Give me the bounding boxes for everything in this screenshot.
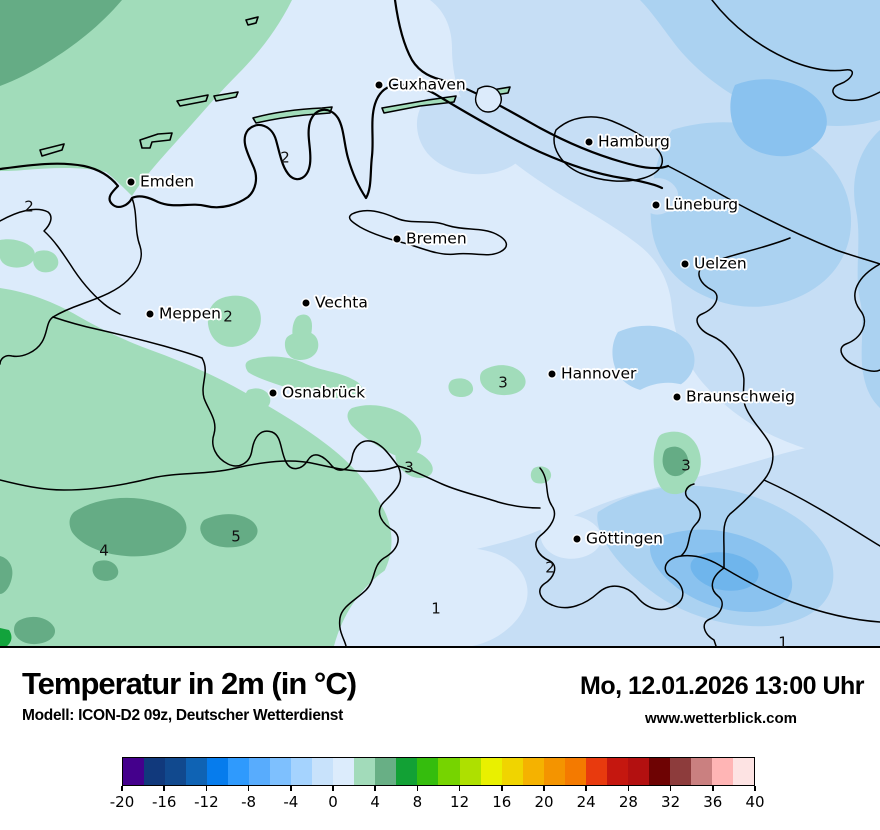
colorbar-segment [522,758,544,785]
colorbar-segment [186,758,208,785]
colorbar-segment [669,758,691,785]
map-title: Temperatur in 2m (in °C) [22,666,357,701]
colorbar-ticklabel: 40 [745,793,765,811]
colorbar-tickmark [205,786,208,791]
colorbar-tickmark [585,786,587,791]
model-info: Modell: ICON-D2 09z, Deutscher Wetterdie… [22,707,343,724]
colorbar-segment [564,758,586,785]
colorbar-segment [585,758,607,785]
colorbar-ticklabel: 4 [370,793,380,811]
forecast-datetime: Mo, 12.01.2026 13:00 Uhr [580,672,865,700]
colorbar-tickmark [501,786,503,791]
colorbar-segment [228,758,250,785]
colorbar-tickmark [754,786,756,791]
colorbar-segment [354,758,376,785]
colorbar-ticklabel: 20 [534,793,554,811]
colorbar-ticklabel: -16 [151,793,177,811]
colorbar-segment [249,758,271,785]
colorbar-ticklabel: 32 [661,793,681,811]
colorbar-ticklabel: 8 [412,793,423,811]
colorbar-segment [312,758,334,785]
colorbar-ticklabel: 28 [618,793,638,811]
colorbar-segment [270,758,292,785]
colorbar-ticklabel: 12 [450,793,470,811]
colorbar-segment [207,758,229,785]
colorbar-segment [396,758,418,785]
colorbar-segment [333,758,355,785]
colorbar-ticklabel: -4 [283,793,299,811]
colorbar-segment [459,758,481,785]
colorbar-tickmark [374,786,376,791]
colorbar-segment [690,758,712,785]
colorbar-tickmark [543,786,545,791]
colorbar-ticklabel: 16 [492,793,512,811]
colorbar-ticklabel: -12 [194,793,219,811]
colorbar-ticklabel: 24 [576,793,596,811]
colorbar-tickmark [627,786,630,791]
colorbar-tickmark [712,786,714,791]
colorbar-ticklabel: 36 [703,793,723,811]
colorbar-tickmark [669,786,672,791]
colorbar-tickmark [458,786,461,791]
colorbar-segment [417,758,439,785]
colorbar-segment [732,758,754,785]
colorbar-segment [375,758,397,785]
colorbar-tickmark [416,786,419,791]
colorbar-ticklabel: -20 [109,793,135,811]
colorbar-segment [606,758,628,785]
colorbar-tickmark [121,786,123,791]
colorbar-segment [438,758,460,785]
website-url: www.wetterblick.com [645,710,797,727]
colorbar-segment [627,758,649,785]
colorbar-tickmark [332,786,334,791]
colorbar-tickmark [163,786,165,791]
colorbar-tickmark [290,786,292,791]
colorbar-segment [711,758,733,785]
colorbar-ticklabel: -8 [241,793,257,811]
colorbar-segment [291,758,313,785]
temperature-map: Cuxhaven Hamburg Emden Lüneburg Bremen Uelzen… [0,0,880,652]
colorbar-segment [648,758,670,785]
temperature-colorbar [122,757,755,786]
colorbar-ticklabel: 0 [328,793,338,811]
colorbar-tickmark [247,786,250,791]
colorbar-segment [123,758,145,785]
colorbar-segment [480,758,502,785]
colorbar-segment [144,758,166,785]
colorbar-segment [543,758,565,785]
colorbar-segment [501,758,523,785]
map-canvas [0,0,880,646]
colorbar-segment [165,758,187,785]
